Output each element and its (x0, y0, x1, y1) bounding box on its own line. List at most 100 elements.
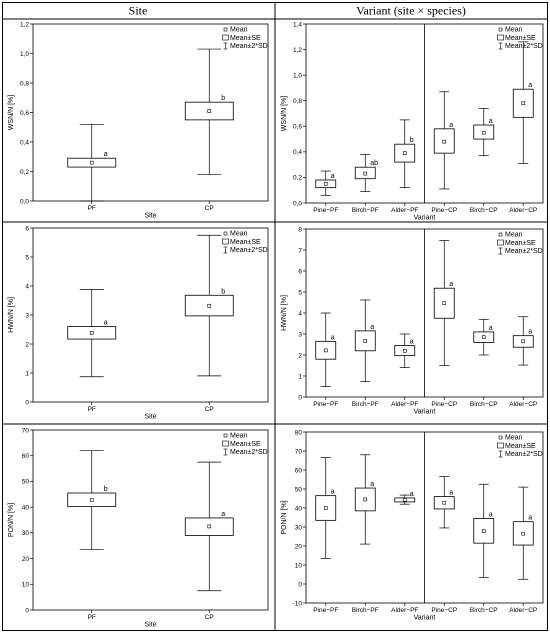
mean-marker (442, 500, 447, 505)
box-2: Birch−PF a (352, 299, 379, 408)
legend-mean-marker (223, 231, 228, 236)
mean-marker (521, 101, 526, 106)
legend-se-label: Mean±SE (230, 239, 261, 246)
legend-mean-label: Mean (505, 27, 523, 34)
box-6: Alder−CP a (509, 316, 537, 408)
mean-marker (481, 529, 486, 533)
mean-marker (89, 498, 94, 502)
box-2: Birch−PF a (352, 454, 379, 614)
box-2: CP b (184, 234, 234, 413)
y-tick-label: 2 (25, 341, 29, 348)
y-tick-label: 30 (22, 530, 30, 537)
y-tick-label: 0 (25, 607, 29, 614)
mean-marker (442, 301, 447, 305)
chart-panel-2: 0,0 0,2 0,4 0,6 0,8 1,0 1,2 1,4 WSN/N [%] Variant… (281, 21, 544, 222)
header-site: Site (129, 4, 148, 18)
mean-marker (363, 339, 368, 343)
y-tick-label: 0,2 (20, 169, 29, 176)
legend-mean-label: Mean (230, 433, 248, 440)
y-tick-label: 4 (25, 283, 29, 290)
significance-letter: a (449, 490, 453, 497)
legend-sd-label: Mean±2*SD (505, 451, 543, 458)
y-tick-label: 7 (298, 247, 302, 254)
mean-marker (207, 524, 212, 529)
significance-letter: a (410, 339, 414, 346)
legend-mean-label: Mean (505, 435, 523, 442)
header-variant: Variant (site × species) (356, 4, 466, 18)
box-2: CP a (184, 461, 234, 621)
x-tick-label: Alder−PF (391, 607, 418, 614)
x-axis-label: Variant (414, 615, 436, 622)
mean-marker (521, 339, 526, 344)
significance-letter: b (104, 486, 108, 493)
box-2: CP b (184, 48, 234, 212)
legend-se-label: Mean±SE (505, 443, 536, 450)
significance-letter: a (370, 324, 374, 331)
significance-letter: a (528, 329, 532, 336)
x-tick-label: Alder−CP (509, 207, 537, 214)
mean-marker (442, 139, 447, 144)
mean-marker (363, 497, 368, 502)
legend-se-label: Mean±SE (505, 240, 536, 247)
y-tick-label: 1,0 (20, 51, 29, 58)
legend-se-label: Mean±SE (505, 35, 536, 42)
y-axis-label: HWN/N [%] (281, 295, 288, 331)
x-tick-label: Pine−CP (431, 207, 457, 214)
y-axis-label: WSN/N [%] (8, 95, 15, 130)
legend-se-marker (497, 34, 504, 41)
y-tick-label: 3 (25, 312, 29, 319)
legend-mean-marker (498, 232, 503, 237)
y-tick-label: 1,2 (20, 21, 29, 28)
mean-marker (402, 151, 407, 155)
y-tick-label: 60 (295, 467, 303, 474)
y-tick-label: 0,8 (20, 80, 29, 87)
significance-letter: a (410, 491, 414, 498)
x-tick-label: Alder−PF (391, 401, 418, 408)
box-4: Pine−CP a (431, 476, 457, 614)
y-tick-label: 0,6 (293, 124, 302, 131)
y-tick-label: 70 (295, 448, 303, 455)
y-tick-label: 1,0 (293, 72, 302, 79)
legend-se-marker (497, 239, 504, 246)
significance-letter: a (104, 151, 108, 158)
box-3: Alder−PF a (391, 491, 418, 614)
x-tick-label: CP (205, 614, 214, 621)
significance-letter: a (449, 122, 453, 129)
y-tick-label: 0,4 (293, 149, 302, 156)
box-1: PF b (67, 450, 117, 621)
mean-marker (481, 335, 486, 339)
significance-letter: a (370, 481, 374, 488)
x-tick-label: Birch−CP (470, 401, 498, 408)
box-5: Birch−CP a (470, 483, 498, 614)
y-tick-label: 1,4 (293, 21, 302, 28)
y-axis-label: WSN/N [%] (281, 96, 288, 131)
y-tick-label: 0,2 (293, 175, 302, 182)
y-tick-label: 70 (22, 427, 30, 434)
significance-letter: b (410, 137, 414, 144)
significance-letter: ab (370, 160, 378, 167)
significance-letter: a (489, 118, 493, 125)
y-tick-label: 40 (22, 504, 30, 511)
mean-marker (323, 348, 328, 353)
legend-sd-label: Mean±2*SD (230, 247, 268, 254)
y-tick-label: 0 (298, 581, 302, 588)
y-tick-label: 10 (22, 582, 30, 589)
legend-mean-label: Mean (230, 27, 248, 34)
mean-marker (402, 498, 407, 502)
y-tick-label: 1 (25, 370, 29, 377)
y-tick-label: 1 (298, 373, 302, 380)
y-tick-label: 2 (298, 352, 302, 359)
mean-marker (89, 331, 94, 335)
plot-frame (32, 429, 269, 611)
y-tick-label: 50 (22, 479, 30, 486)
significance-letter: a (489, 511, 493, 518)
x-tick-label: Alder−CP (509, 401, 537, 408)
x-axis-label: Site (144, 622, 156, 629)
y-axis-label: HWN/N [%] (8, 297, 15, 333)
x-tick-label: Pine−PF (313, 401, 338, 408)
